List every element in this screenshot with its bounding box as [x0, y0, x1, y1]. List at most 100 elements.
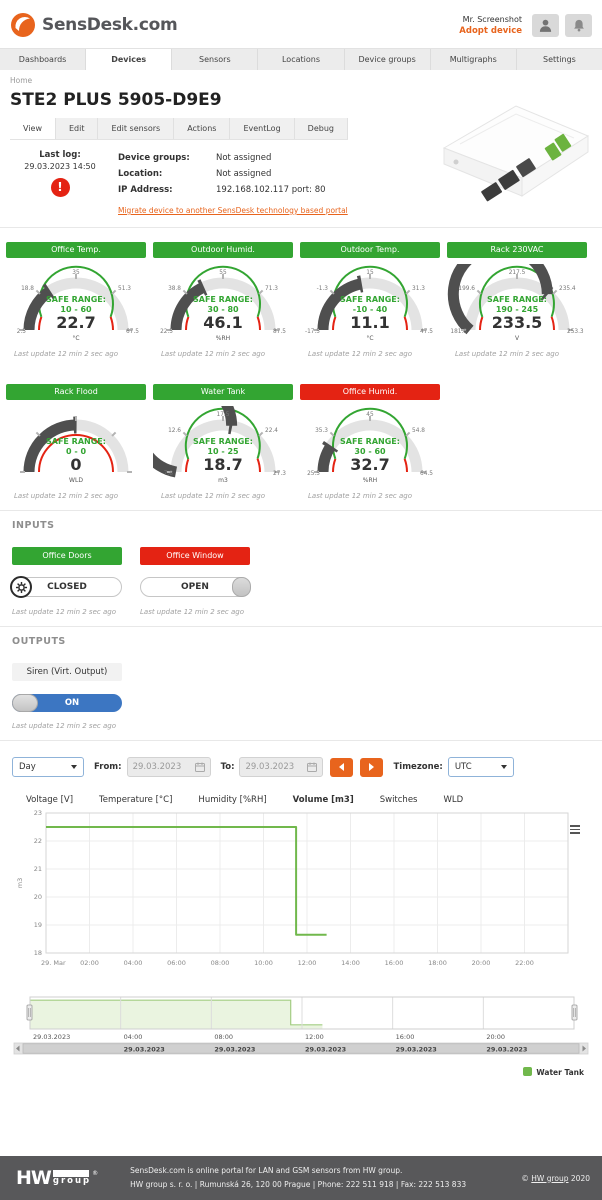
svg-text:253.3: 253.3: [567, 329, 584, 335]
gauge-header-water-tank[interactable]: Water Tank: [153, 384, 293, 400]
info-label: Device groups:: [118, 153, 190, 163]
svg-text:29.03.2023: 29.03.2023: [305, 1046, 346, 1054]
adopt-device-link[interactable]: Adopt device: [459, 25, 522, 36]
footer-text: SensDesk.com is online portal for LAN an…: [130, 1164, 466, 1192]
input-state-label: OPEN: [181, 582, 209, 592]
chart-card: Voltage [V] Temperature [°C] Humidity [%RH…: [12, 795, 590, 1077]
nav-item-sensors[interactable]: Sensors: [172, 49, 259, 70]
svg-text:51.3: 51.3: [118, 286, 131, 292]
chart-navigator[interactable]: 29.03.2023 04:00 08:00 12:00 16:00 20:00 29.03…: [12, 993, 590, 1057]
output-last-update: Last update 12 min 2 sec ago: [12, 722, 116, 730]
svg-text:06:00: 06:00: [167, 959, 186, 967]
chart-tab-voltage-v[interactable]: Voltage [V]: [26, 795, 74, 805]
separator: [0, 227, 602, 228]
input-state-switch[interactable]: CLOSED: [10, 576, 122, 598]
toggle-handle[interactable]: [12, 694, 38, 712]
gauge-header-office-humid[interactable]: Office Humid.: [300, 384, 440, 400]
chart-tab-wld[interactable]: WLD: [443, 795, 464, 805]
svg-text:m3: m3: [16, 878, 24, 888]
to-date-input[interactable]: 29.03.2023: [239, 757, 324, 777]
avatar-button[interactable]: [532, 13, 559, 37]
svg-text:0: 0: [70, 455, 81, 474]
calendar-icon: [307, 762, 318, 772]
chart-tab-temperature-c[interactable]: Temperature [°C]: [99, 795, 173, 805]
input-state-switch[interactable]: OPEN: [140, 577, 251, 597]
device-info-rows: Device groups: Not assigned Location: Not a…: [118, 150, 348, 217]
hw-logo-text: HW: [16, 1167, 52, 1189]
separator: [0, 626, 602, 627]
gauge-last-update: Last update 12 min 2 sec ago: [308, 350, 412, 358]
svg-text:54.8: 54.8: [412, 428, 425, 434]
sensdesk-logo[interactable]: SensDesk.com: [10, 12, 178, 38]
svg-text:67.5: 67.5: [126, 329, 139, 335]
calendar-icon: [194, 762, 205, 772]
logo-text: SensDesk.com: [42, 15, 178, 35]
timezone-select[interactable]: UTC: [447, 757, 514, 777]
device-tab-edit[interactable]: Edit: [56, 118, 99, 139]
chart-tab-switches[interactable]: Switches: [379, 795, 418, 805]
chart-legend: Water Tank: [12, 1067, 590, 1077]
gauge-header-rack-230vac[interactable]: Rack 230VAC: [447, 242, 587, 258]
nav-item-dashboards[interactable]: Dashboards: [0, 49, 87, 70]
gauge-last-update: Last update 12 min 2 sec ago: [455, 350, 559, 358]
nav-item-locations[interactable]: Locations: [258, 49, 345, 70]
registered-mark: ®: [92, 1170, 99, 1177]
svg-text:-1.3: -1.3: [317, 286, 329, 292]
next-period-button[interactable]: [360, 757, 384, 777]
input-status-button[interactable]: Office Window: [140, 547, 250, 565]
svg-text:°C: °C: [72, 335, 79, 342]
device-tab-view[interactable]: View: [10, 118, 56, 139]
info-row-device-groups: Device groups: Not assigned: [118, 150, 348, 166]
breadcrumb[interactable]: Home: [10, 76, 33, 85]
gauge-last-update: Last update 12 min 2 sec ago: [161, 350, 265, 358]
chart-controls: Day From: 29.03.2023 To: 29.03.2023 Time…: [0, 757, 602, 777]
svg-text:18: 18: [34, 949, 42, 957]
input-status-button[interactable]: Office Doors: [12, 547, 122, 565]
svg-text:217.5: 217.5: [509, 270, 526, 276]
gauge-header-rack-flood[interactable]: Rack Flood: [6, 384, 146, 400]
nav-item-device-groups[interactable]: Device groups: [345, 49, 431, 70]
switch-handle[interactable]: [232, 577, 251, 597]
chart-tab-volume-m3[interactable]: Volume [m3]: [292, 795, 354, 805]
hwgroup-logo: HW group ®: [16, 1167, 99, 1189]
info-value: Not assigned: [216, 169, 272, 179]
gauge-card-rack-flood: Rack Flood SAFE RANGE: 0 - 0 0 WLD Last updat…: [6, 384, 146, 500]
gauge-card-rack-230vac: Rack 230VAC 181.8 199.6 217.5 235.4 253.3 SAFE…: [447, 242, 587, 358]
device-tab-debug[interactable]: Debug: [295, 118, 348, 139]
device-tab-actions[interactable]: Actions: [174, 118, 231, 139]
svg-text:64.5: 64.5: [420, 471, 433, 477]
chart-menu-icon[interactable]: [568, 821, 582, 838]
nav-item-devices[interactable]: Devices: [86, 49, 173, 70]
svg-text:45: 45: [366, 412, 374, 418]
legend-item-water-tank[interactable]: Water Tank: [523, 1067, 584, 1077]
device-tab-eventlog[interactable]: EventLog: [230, 118, 295, 139]
prev-period-button[interactable]: [330, 757, 354, 777]
legend-label: Water Tank: [536, 1068, 584, 1077]
svg-text:10:00: 10:00: [254, 959, 273, 967]
main-nav: Dashboards Devices Sensors Locations Device …: [0, 48, 602, 70]
svg-text:20:00: 20:00: [472, 959, 491, 967]
gear-icon[interactable]: [10, 576, 32, 598]
chart-tabs: Voltage [V] Temperature [°C] Humidity [%RH…: [12, 795, 590, 805]
output-toggle[interactable]: ON: [12, 694, 122, 712]
gauge-header-office-temp[interactable]: Office Temp.: [6, 242, 146, 258]
gauge-header-outdoor-humid[interactable]: Outdoor Humid.: [153, 242, 293, 258]
nav-item-settings[interactable]: Settings: [543, 55, 576, 64]
svg-text:20:00: 20:00: [486, 1033, 505, 1041]
migrate-device-link[interactable]: Migrate device to another SensDesk techn…: [118, 206, 348, 215]
info-label: Location:: [118, 169, 163, 179]
chart-tab-humidity-rh[interactable]: Humidity [%RH]: [198, 795, 267, 805]
nav-item-multigraphs[interactable]: Multigraphs: [431, 49, 517, 70]
period-select[interactable]: Day: [12, 757, 84, 777]
gauge-header-outdoor-temp[interactable]: Outdoor Temp.: [300, 242, 440, 258]
svg-text:10 - 60: 10 - 60: [60, 305, 92, 314]
device-tab-edit-sensors[interactable]: Edit sensors: [98, 118, 175, 139]
notifications-button[interactable]: [565, 13, 592, 37]
hwgroup-link[interactable]: HW group: [531, 1173, 569, 1183]
timezone-label: Timezone:: [393, 762, 443, 772]
output-name-button[interactable]: Siren (Virt. Output): [12, 663, 122, 681]
alert-badge: !: [50, 178, 70, 197]
from-date-input[interactable]: 29.03.2023: [126, 757, 211, 777]
top-header: SensDesk.com Mr. Screenshot Adopt device: [0, 0, 602, 48]
